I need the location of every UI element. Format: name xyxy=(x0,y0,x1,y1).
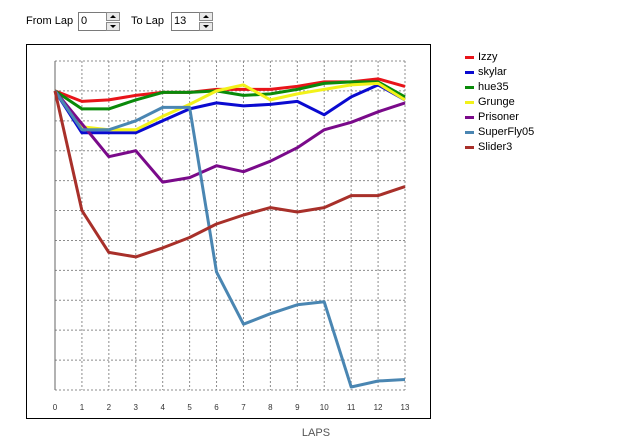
legend-label: skylar xyxy=(478,66,507,78)
legend-label: Grunge xyxy=(478,96,515,108)
x-tick-label: 8 xyxy=(268,403,273,412)
x-tick-label: 0 xyxy=(53,403,58,412)
legend-label: SuperFly05 xyxy=(478,126,535,138)
arrow-down-icon xyxy=(203,25,209,28)
legend-label: Izzy xyxy=(478,51,498,63)
series-line-slider3 xyxy=(53,90,406,259)
lap-position-chart: 0 1 2 3 4 5 6 7 8 9 10 11 12 13 xyxy=(26,44,431,419)
legend-label: Prisoner xyxy=(478,111,519,123)
arrow-down-icon xyxy=(110,25,116,28)
series-line-skylar xyxy=(53,83,406,135)
x-tick-label: 2 xyxy=(107,403,112,412)
from-lap-spin-buttons[interactable] xyxy=(106,12,120,31)
legend-swatch xyxy=(465,146,474,149)
chart-svg: 0 1 2 3 4 5 6 7 8 9 10 11 12 13 xyxy=(53,60,410,412)
x-axis-title: LAPS xyxy=(301,427,331,439)
from-lap-increment-button[interactable] xyxy=(106,12,120,21)
to-lap-input[interactable] xyxy=(171,12,200,31)
to-lap-spin-buttons[interactable] xyxy=(199,12,213,31)
legend-swatch xyxy=(465,116,474,119)
legend-swatch xyxy=(465,56,474,59)
legend-swatch xyxy=(465,131,474,134)
x-tick-label: 3 xyxy=(134,403,139,412)
x-tick-label: 4 xyxy=(160,403,165,412)
x-tick-label: 13 xyxy=(401,403,410,412)
from-lap-label: From Lap xyxy=(26,15,74,27)
legend-swatch xyxy=(465,101,474,104)
x-tick-label: 11 xyxy=(347,403,356,412)
x-tick-label: 6 xyxy=(214,403,219,412)
legend-label: hue35 xyxy=(478,81,509,93)
x-tick-label: 10 xyxy=(320,403,329,412)
legend-label: Slider3 xyxy=(478,141,513,153)
series-line-prisoner xyxy=(53,89,406,184)
arrow-up-icon xyxy=(110,15,116,18)
legend-swatch xyxy=(465,86,474,89)
x-tick-label: 1 xyxy=(80,403,85,412)
to-lap-label: To Lap xyxy=(131,15,165,27)
x-tick-label: 12 xyxy=(374,403,383,412)
x-tick-label: 7 xyxy=(241,403,246,412)
series-line-superfly05 xyxy=(53,90,406,389)
x-tick-label: 9 xyxy=(295,403,300,412)
arrow-up-icon xyxy=(203,15,209,18)
from-lap-input[interactable] xyxy=(78,12,107,31)
series-line-hue35 xyxy=(54,80,406,111)
to-lap-increment-button[interactable] xyxy=(199,12,213,21)
from-lap-decrement-button[interactable] xyxy=(106,22,120,31)
x-tick-label: 5 xyxy=(187,403,192,412)
to-lap-decrement-button[interactable] xyxy=(199,22,213,31)
legend-swatch xyxy=(465,71,474,74)
